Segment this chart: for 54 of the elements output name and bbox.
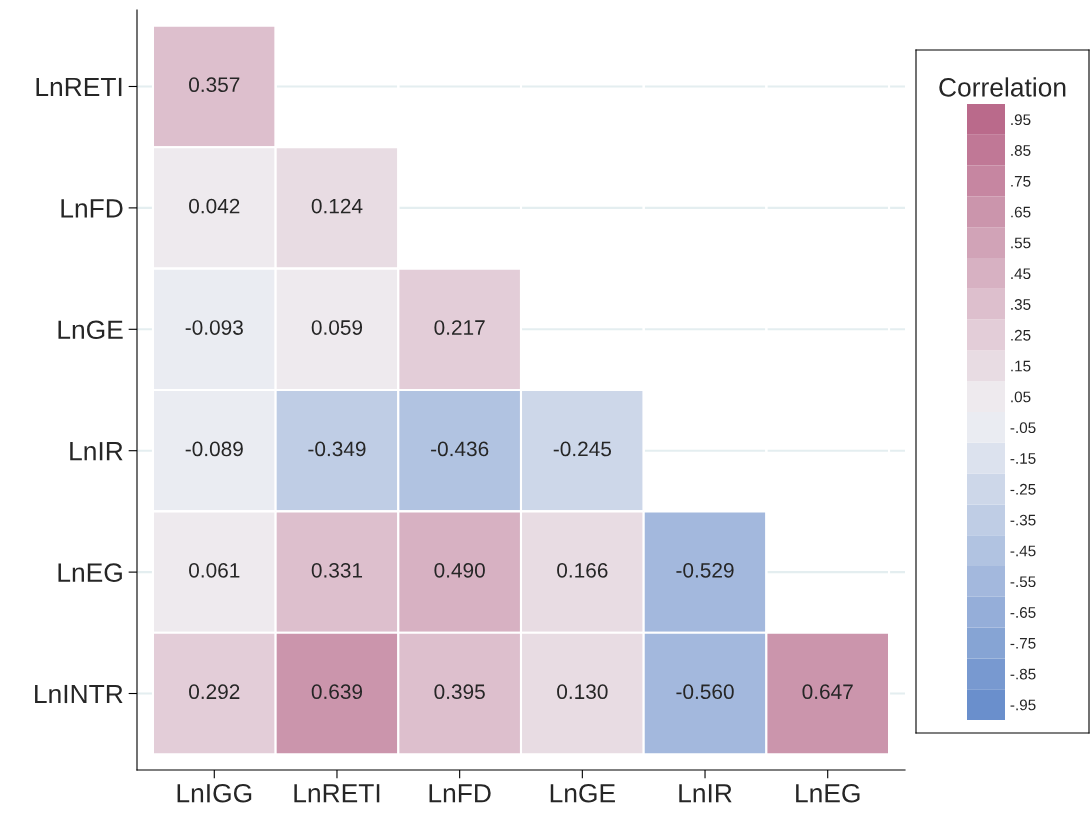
data-label: 0.647 (802, 684, 853, 700)
color-bar-label: -.75 (1010, 638, 1036, 649)
color-bar-label: .65 (1011, 206, 1031, 218)
x-tick-label: LnGE (550, 783, 615, 803)
data-label: 0.061 (189, 562, 240, 578)
y-tick-label: LnINTR (35, 684, 123, 704)
x-tick-label: LnRETI (294, 784, 380, 803)
color-bar-label: .85 (1011, 145, 1031, 156)
data-label: -0.436 (431, 441, 489, 457)
color-bar-label: -.05 (1010, 422, 1036, 434)
data-label: 0.042 (189, 198, 240, 214)
y-tick-label: LnFD (61, 199, 123, 218)
data-label: 0.124 (311, 198, 363, 214)
data-label: -0.245 (553, 441, 612, 457)
color-bar-label: -.35 (1010, 514, 1036, 526)
data-label: -0.093 (185, 320, 243, 335)
data-label: -0.560 (676, 684, 734, 700)
color-bar-label: -.85 (1010, 668, 1036, 680)
data-label: 0.217 (434, 320, 485, 335)
color-bar-label: .45 (1011, 268, 1031, 280)
color-bar-label: .35 (1011, 299, 1031, 310)
data-label: 0.166 (557, 562, 608, 578)
y-tick-label: LnGE (58, 320, 123, 340)
y-tick-label: LnIR (70, 442, 123, 461)
data-label: 0.292 (189, 684, 240, 700)
color-bar-label: -.95 (1010, 699, 1036, 711)
data-label: -0.529 (676, 562, 734, 578)
legend-title: Correlation (939, 77, 1066, 97)
data-label: 0.331 (311, 562, 363, 578)
color-bar-label: -.15 (1010, 453, 1036, 464)
color-bar-label: .95 (1011, 114, 1031, 126)
color-bar-label: .25 (1011, 329, 1031, 341)
color-bar-label: -.25 (1010, 483, 1036, 495)
data-label: -0.349 (308, 441, 366, 457)
data-label: 0.357 (189, 77, 240, 93)
data-label: 0.059 (311, 320, 363, 335)
color-bar-label: -.55 (1010, 576, 1036, 588)
data-label: 0.395 (434, 684, 485, 700)
color-bar-label: .55 (1011, 237, 1031, 249)
color-bar-label: -.45 (1010, 545, 1036, 557)
y-tick-label: LnEG (58, 563, 122, 582)
color-bar-label: -.65 (1010, 607, 1036, 618)
color-bar-label: .75 (1011, 176, 1031, 187)
x-tick-label: LnIGG (177, 783, 252, 803)
x-tick-label: LnFD (429, 784, 491, 803)
x-tick-label: LnIR (679, 784, 732, 803)
data-label: 0.639 (311, 684, 363, 700)
color-bar-label: .05 (1011, 391, 1031, 403)
x-tick-label: LnEG (796, 783, 860, 803)
data-label: 0.490 (434, 562, 485, 578)
data-label: 0.130 (557, 684, 608, 700)
y-tick-label: LnRETI (36, 77, 122, 97)
color-bar-label: .15 (1011, 360, 1031, 372)
data-label: -0.089 (185, 441, 243, 457)
